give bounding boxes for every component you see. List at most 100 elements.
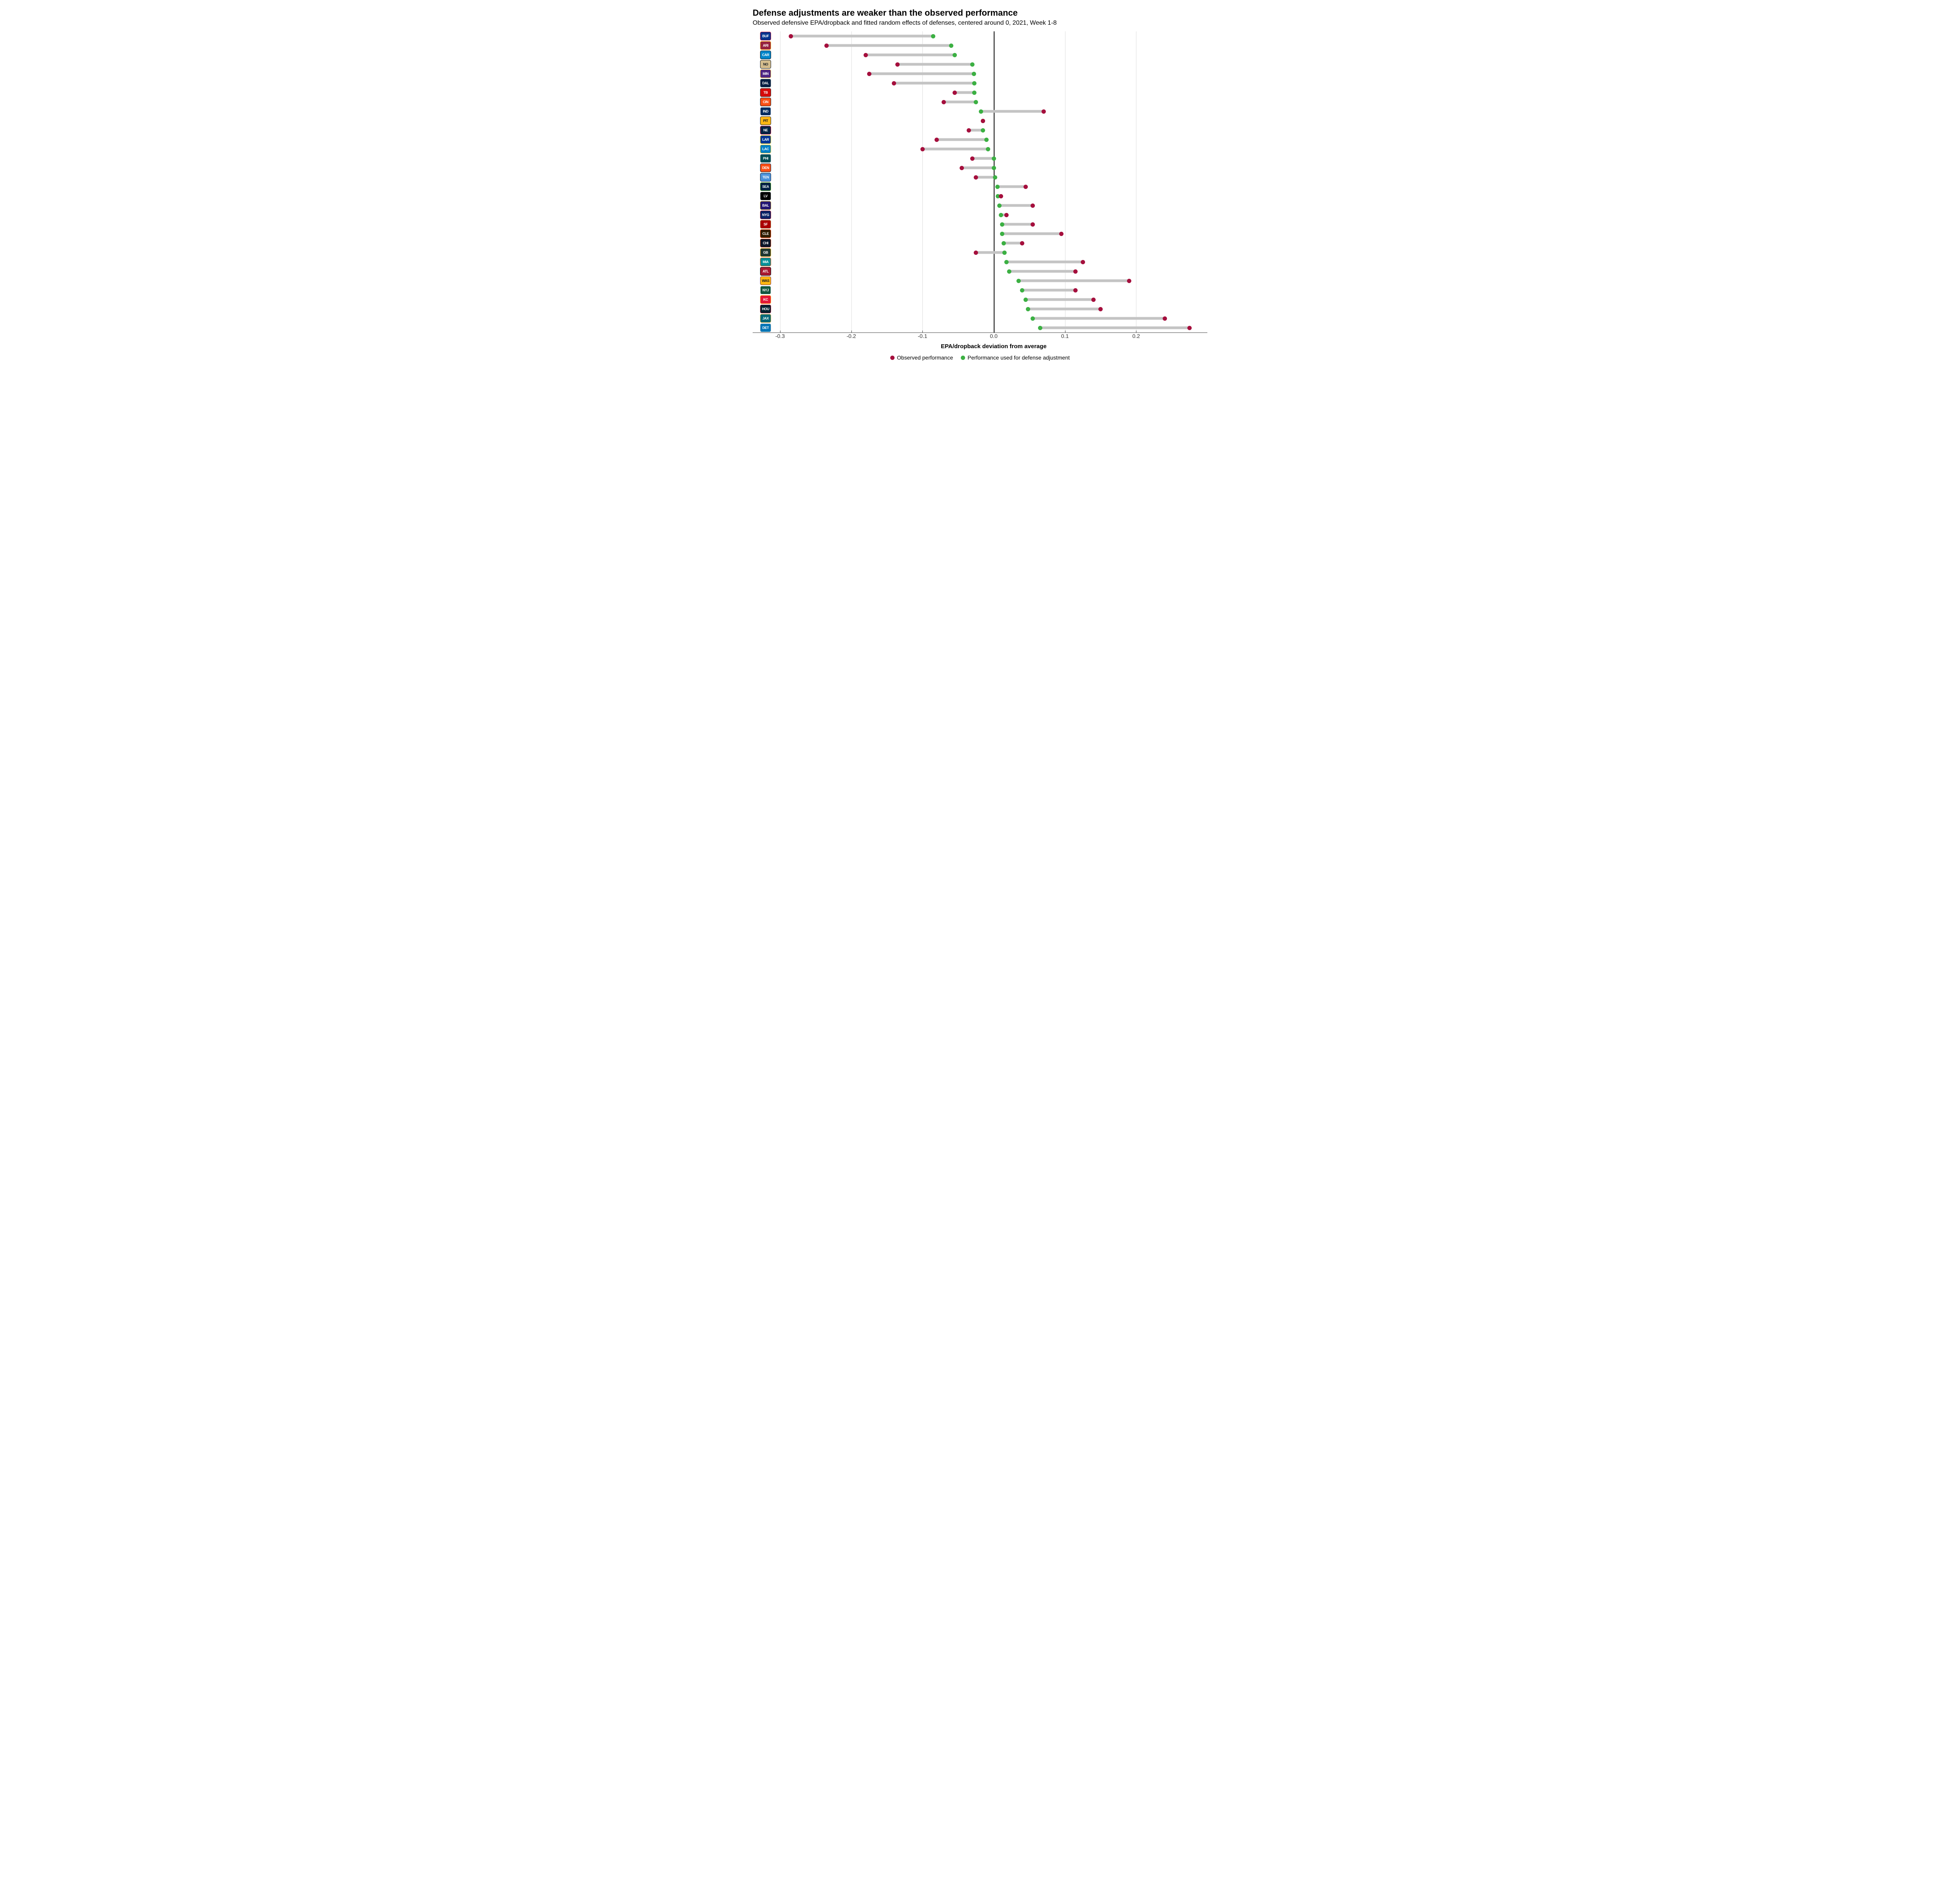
dot-observed [999, 194, 1003, 198]
data-row [780, 220, 1207, 229]
x-tick-label: 0.2 [1132, 333, 1140, 339]
dot-observed [920, 147, 925, 151]
dot-observed [974, 175, 978, 180]
data-row [780, 88, 1207, 97]
team-logo-min: MIN [753, 69, 780, 78]
x-tick-label: -0.3 [775, 333, 785, 339]
data-row [780, 314, 1207, 323]
team-logo-den: DEN [753, 163, 780, 173]
connector [1000, 204, 1033, 207]
team-logo-lac: LAC [753, 144, 780, 154]
legend: Observed performance Performance used fo… [753, 354, 1207, 361]
dot-observed [935, 138, 939, 142]
x-tick-label: 0.0 [990, 333, 997, 339]
dot-adjustment [974, 100, 978, 104]
data-row [780, 201, 1207, 210]
dot-adjustment [999, 213, 1003, 217]
connector [1033, 317, 1165, 320]
connector [1007, 261, 1083, 263]
dot-adjustment [993, 175, 997, 180]
dot-observed [867, 72, 871, 76]
data-row [780, 304, 1207, 314]
dot-observed [970, 156, 975, 161]
data-row [780, 182, 1207, 191]
connector [1002, 223, 1033, 226]
dot-adjustment [949, 44, 953, 48]
connector [976, 176, 995, 179]
data-row [780, 276, 1207, 285]
connector [898, 63, 973, 66]
dot-adjustment [1004, 260, 1009, 264]
data-row [780, 60, 1207, 69]
dot-observed [1031, 203, 1035, 208]
team-logo-ne: NE [753, 125, 780, 135]
data-row [780, 135, 1207, 144]
y-axis: BUFARICARNOMINDALTBCININDPITNELARLACPHID… [753, 31, 780, 332]
dot-observed [1081, 260, 1085, 264]
dot-adjustment [1002, 251, 1007, 255]
dot-adjustment [931, 34, 935, 38]
dot-adjustment [984, 138, 989, 142]
data-row [780, 69, 1207, 78]
data-row [780, 238, 1207, 248]
data-row [780, 257, 1207, 267]
team-logo-kc: KC [753, 295, 780, 304]
dot-observed [864, 53, 868, 57]
dot-adjustment [970, 62, 975, 67]
team-logo-sea: SEA [753, 182, 780, 191]
dot-observed [789, 34, 793, 38]
dot-observed [1024, 185, 1028, 189]
dot-adjustment [1026, 307, 1030, 311]
connector [1040, 327, 1190, 329]
data-row [780, 125, 1207, 135]
data-row [780, 41, 1207, 50]
data-row [780, 31, 1207, 41]
connector [1022, 289, 1076, 292]
dot-observed [974, 251, 978, 255]
connector [962, 167, 994, 169]
data-row [780, 229, 1207, 238]
team-logo-dal: DAL [753, 78, 780, 88]
dot-adjustment [992, 166, 996, 170]
team-logo-mia: MIA [753, 257, 780, 267]
dot-adjustment [997, 203, 1002, 208]
connector [1028, 308, 1100, 311]
connector [922, 148, 988, 151]
connector [826, 44, 951, 47]
dot-adjustment [1031, 316, 1035, 321]
team-logo-det: DET [753, 323, 780, 332]
dot-adjustment [1002, 241, 1006, 245]
team-logo-phi: PHI [753, 154, 780, 163]
data-row [780, 78, 1207, 88]
dot-adjustment [1038, 326, 1042, 330]
dot-observed [942, 100, 946, 104]
dot-adjustment [995, 185, 1000, 189]
team-logo-nyj: NYJ [753, 285, 780, 295]
connector [1026, 298, 1094, 301]
legend-label-observed: Observed performance [897, 354, 953, 361]
team-logo-jax: JAX [753, 314, 780, 323]
data-row [780, 285, 1207, 295]
dot-adjustment [972, 72, 976, 76]
legend-label-adjustment: Performance used for defense adjustment [967, 354, 1070, 361]
x-tick-label: 0.1 [1061, 333, 1069, 339]
connector [944, 101, 976, 104]
dot-observed [1073, 288, 1078, 292]
dot-adjustment [972, 91, 976, 95]
dot-observed [895, 62, 900, 67]
dot-adjustment [1024, 298, 1028, 302]
dot-observed [892, 81, 896, 85]
team-logo-pit: PIT [753, 116, 780, 125]
dot-observed [1163, 316, 1167, 321]
team-logo-car: CAR [753, 50, 780, 60]
team-logo-cin: CIN [753, 97, 780, 107]
team-logo-was: WAS [753, 276, 780, 285]
dot-adjustment [972, 81, 976, 85]
connector [997, 185, 1026, 188]
dot-observed [824, 44, 829, 48]
chart-title: Defense adjustments are weaker than the … [753, 8, 1207, 18]
dot-observed [981, 119, 985, 123]
legend-item-observed: Observed performance [890, 354, 953, 361]
data-row [780, 248, 1207, 257]
data-row [780, 97, 1207, 107]
